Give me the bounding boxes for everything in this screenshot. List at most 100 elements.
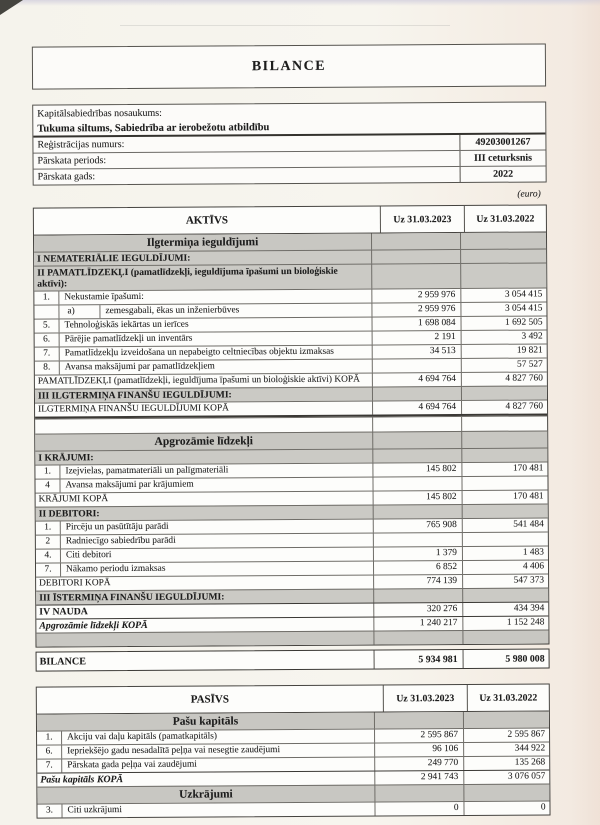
row-label: I NEMATERIĀLIE IEGULDĪJUMI: [37, 252, 191, 265]
row-number: 1. [34, 291, 60, 305]
value-2022 [461, 504, 548, 518]
value-2023: 2 959 976 [371, 302, 461, 317]
row-label: Pamatlīdzekļu izveidošana un nepabeigto … [64, 346, 334, 359]
value-2022: 434 394 [462, 602, 549, 616]
value-2022: 4 827 760 [460, 372, 547, 386]
row-label: Akciju vai daļu kapitāls (pamatkapitāls) [67, 731, 218, 743]
value-2022 [462, 630, 549, 644]
scan-corner-artifact [0, 0, 23, 15]
row-label: Pārskata gada peļņa vai zaudējumi [67, 759, 197, 771]
scan-streak-artifact [120, 25, 450, 26]
value-2022 [460, 386, 548, 400]
report-period-value: III ceturksnis [459, 150, 546, 166]
row-label: Pašu kapitāls KOPĀ [40, 774, 124, 786]
row-label: Apgrozāmie līdzekļi KOPĀ [39, 619, 148, 632]
value-2022: 4 827 760 [461, 400, 548, 414]
value-2022: 4 406 [461, 560, 549, 574]
value-2023: 320 276 [373, 602, 463, 617]
value-2023 [372, 448, 462, 463]
report-year-row: Pārskata gads: 2022 [34, 166, 546, 184]
row-label: Pārējie pamatlīdzekļi un inventārs [64, 333, 193, 345]
row-number: 1. [37, 731, 63, 745]
value-2023: 34 513 [371, 344, 461, 359]
assets-table-header: AKTĪVS Uz 31.03.2023 Uz 31.03.2022 [33, 205, 546, 236]
value-2022 [461, 448, 548, 462]
value-2022: 135 268 [463, 756, 550, 770]
value-2023: 145 802 [372, 462, 462, 477]
report-year-label: Pārskata gads: [37, 171, 96, 183]
row-number: 1. [35, 521, 61, 535]
row-label: zemesgabali, ēkas un inženierbūves [105, 305, 240, 317]
balance-total-2023: 5 934 981 [418, 653, 458, 665]
value-2022 [461, 416, 548, 431]
equity-header-col-2023: Uz 31.03.2023 [382, 684, 467, 712]
value-2023: 1 698 084 [371, 316, 461, 331]
row-label: Iepriekšējo gadu nesadalītā peļņa vai ne… [67, 745, 281, 757]
value-2023 [371, 263, 461, 289]
value-2023: 1 379 [372, 546, 462, 561]
value-2023: 1 240 217 [373, 616, 463, 631]
value-2023: 96 106 [374, 742, 464, 757]
row-label: Izejvielas, pamatmateriāli un palīgmater… [65, 465, 229, 477]
company-info-box: Kapitālsabiedrības nosaukums: Tukuma sil… [32, 101, 547, 186]
registration-number-label: Reģistrācijas numurs: [37, 139, 125, 151]
value-2022: 3 076 057 [463, 770, 550, 784]
table-row: Ilgtermiņa ieguldījumi [33, 232, 547, 252]
row-label: Uzkrājumi [179, 788, 233, 801]
row-number: 7. [35, 563, 62, 577]
value-2023 [370, 232, 461, 250]
value-2022: 19 821 [460, 344, 547, 358]
table-row: Apgrozāmie līdzekļi [35, 430, 548, 451]
assets-table: AKTĪVS Uz 31.03.2023 Uz 31.03.2022 Ilgte… [32, 204, 550, 648]
value-2023 [373, 630, 463, 645]
value-2023 [371, 358, 461, 373]
row-label: II PAMATLĪDZEKĻI (pamatlīdzekļi, ieguldī… [37, 265, 338, 290]
value-2023: 145 802 [372, 490, 462, 505]
equity-table-header: PASĪVS Uz 31.03.2023 Uz 31.03.2022 [36, 684, 549, 715]
value-2022 [463, 784, 550, 801]
row-label: DEBITORI KOPĀ [39, 578, 111, 589]
registration-number-value: 49203001267 [459, 134, 546, 150]
value-2022 [461, 476, 548, 490]
value-2023: 4 694 764 [371, 372, 461, 387]
balance-total-value-2023: 5 934 981 [373, 649, 463, 669]
value-2023: 2 595 867 [374, 728, 464, 743]
value-2023 [372, 416, 462, 432]
value-2022: 541 484 [461, 518, 548, 532]
value-2023 [371, 249, 461, 264]
value-2022 [461, 431, 548, 448]
row-label: III ILGTERMIŅA FINANŠU IEGULDĪJUMI: [37, 389, 232, 402]
value-2023: 2 941 743 [374, 770, 464, 785]
value-2023 [373, 588, 463, 603]
row-number: 3. [37, 804, 63, 818]
balance-total-value-2022: 5 980 008 [462, 649, 549, 668]
row-label: PAMATLĪDZEKĻI (pamatlīdzekļi, ieguldījum… [37, 374, 360, 387]
value-2023 [373, 711, 464, 729]
value-2022 [460, 249, 547, 263]
value-2023 [371, 386, 462, 401]
row-label: Pircēju un pasūtītāju parādi [65, 521, 169, 533]
row-label: II DEBITORI: [38, 508, 100, 520]
value-2023 [372, 504, 462, 519]
value-2023 [372, 431, 462, 449]
row-label: Nākamo periodu izmaksas [65, 563, 166, 575]
row-label: I KRĀJUMI: [38, 452, 94, 464]
row-label: Avansa maksājumi par krājumiem [65, 479, 194, 491]
row-label: Apgrozāmie līdzekļi [154, 435, 254, 448]
row-number: 7. [37, 759, 63, 773]
row-label: KRĀJUMI KOPĀ [38, 494, 109, 505]
balance-total-text: BILANCE [39, 655, 87, 668]
value-2022: 3 054 415 [460, 288, 547, 302]
value-2022: 3 492 [460, 330, 547, 344]
row-number: 6. [37, 745, 63, 759]
balance-total-label: BILANCE [37, 651, 374, 671]
value-2022: 2 595 867 [463, 728, 550, 742]
document-sheet: BILANCE Kapitālsabiedrības nosaukums: Tu… [31, 0, 551, 819]
assets-header-col-2022: Uz 31.03.2022 [463, 205, 546, 232]
value-2023 [374, 784, 464, 802]
company-name-value: Tukuma siltums, Sabiedrība ar ierobežotu… [37, 121, 270, 135]
table-row: II PAMATLĪDZEKĻI (pamatlīdzekļi, ieguldī… [34, 262, 547, 291]
value-2022: 1 692 505 [460, 316, 547, 330]
row-number [34, 305, 60, 319]
